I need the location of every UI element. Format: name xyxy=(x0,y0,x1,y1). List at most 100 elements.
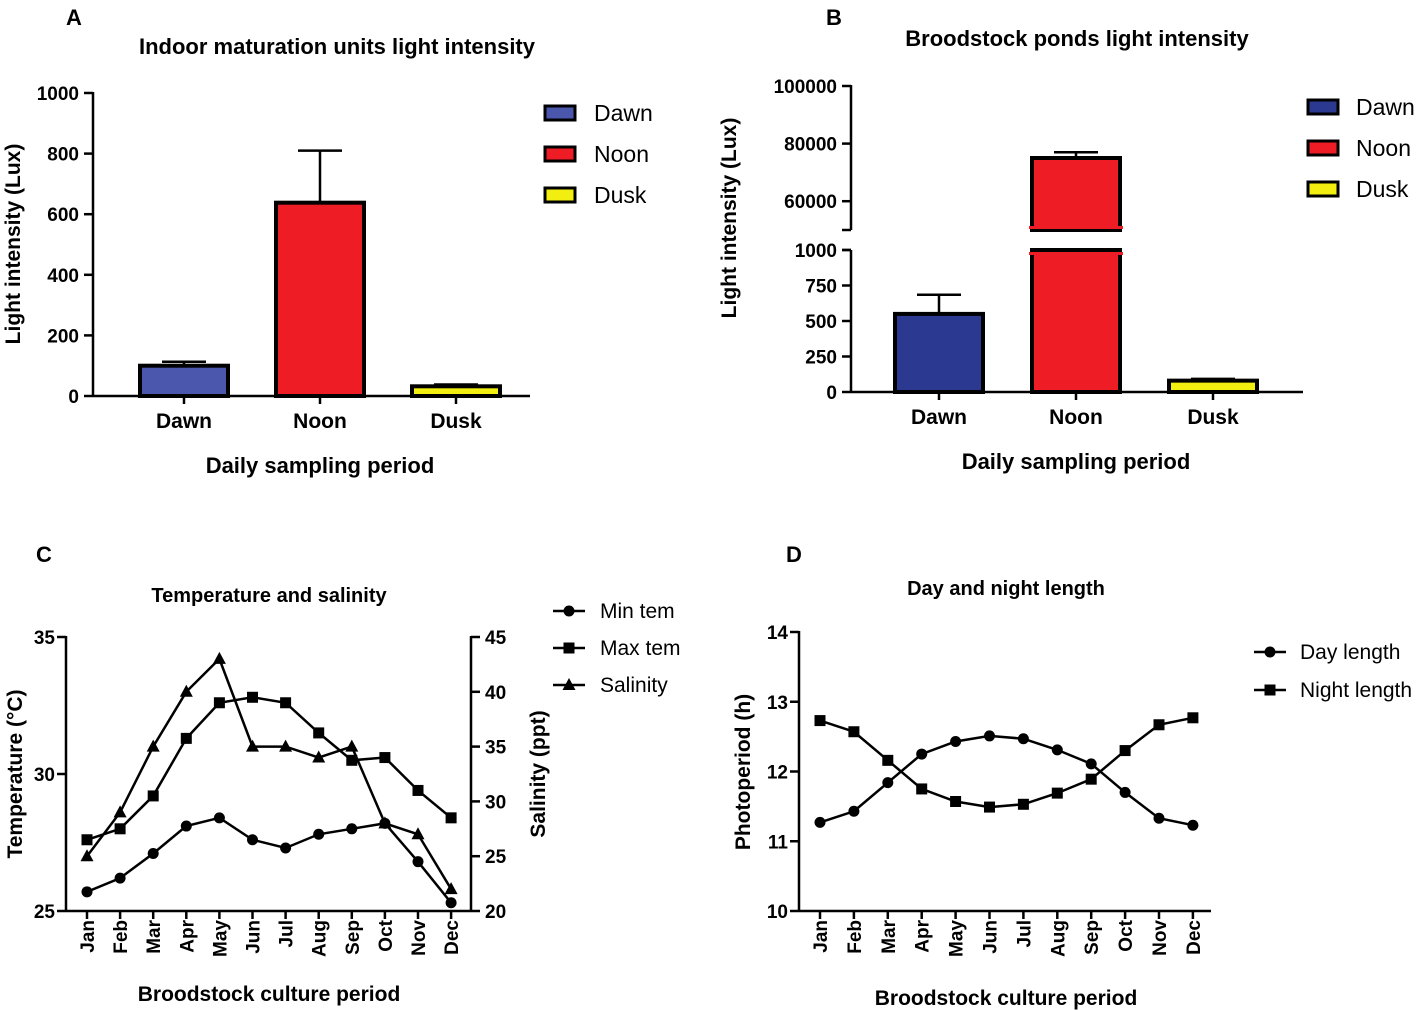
panel-c-y-label: Temperature (°C) xyxy=(4,689,27,858)
panel-c-marker-min-tem xyxy=(412,856,424,868)
panel-c-series-line-min-tem xyxy=(86,816,453,904)
panel-b-x-label: Daily sampling period xyxy=(962,449,1191,474)
panel-d-marker-day-length xyxy=(916,748,928,760)
panel-b-y-tick-label: 60000 xyxy=(784,192,837,213)
panel-a-x-tick-label: Dawn xyxy=(156,410,212,433)
panel-d-x-tick-label: Apr xyxy=(913,919,934,952)
panel-d-marker-night-length xyxy=(1153,719,1165,731)
panel-c-y-right-tick-label: 25 xyxy=(485,847,507,868)
panel-b-y-tick-label: 1000 xyxy=(795,241,837,262)
panel-a-y-tick-label: 0 xyxy=(68,387,79,408)
panel-c-marker-salinity xyxy=(113,805,127,818)
panel-d-x-label: Broodstock culture period xyxy=(875,987,1138,1010)
panel-c-x-tick-label: Apr xyxy=(177,919,198,952)
panel-b-legend-label: Noon xyxy=(1356,135,1411,161)
panel-d-marker-night-length xyxy=(1051,787,1063,799)
panel-d-marker-day-length xyxy=(814,816,826,828)
panel-c-marker-max-tem xyxy=(147,790,159,802)
panel-b-bar-noon-lower xyxy=(1030,248,1122,394)
panel-c-x-tick-label: Oct xyxy=(376,919,397,951)
panel-d-x-tick-label: Oct xyxy=(1116,919,1137,951)
panel-b-title: Broodstock ponds light intensity xyxy=(905,26,1249,51)
panel-c-marker-salinity xyxy=(179,684,193,697)
panel-b-y-tick-label: 250 xyxy=(805,348,837,369)
panel-c-marker-salinity xyxy=(146,739,160,752)
panel-c-x-tick-label: Jul xyxy=(277,920,298,947)
panel-d-legend-label: Day length xyxy=(1300,641,1400,664)
panel-c-y-tick-label: 35 xyxy=(34,628,56,649)
panel-d-marker-day-length xyxy=(882,777,894,789)
panel-c-y-right-tick-label: 35 xyxy=(485,738,507,759)
panel-c-marker-salinity xyxy=(444,882,458,895)
panel-d-y-tick-label: 11 xyxy=(768,832,789,853)
panel-c-marker-min-tem xyxy=(114,872,126,884)
panel-a-legend-swatch xyxy=(543,145,577,163)
panel-c-x-label: Broodstock culture period xyxy=(138,983,401,1006)
panel-d-x-tick-label: Dec xyxy=(1184,920,1205,955)
panel-a-x-tick-label: Dusk xyxy=(430,410,482,433)
panel-c-marker-max-tem xyxy=(114,823,126,835)
panel-d-marker-day-length xyxy=(1051,744,1063,756)
panel-c-y-right-tick-label: 30 xyxy=(485,792,506,813)
panel-c-marker-min-tem xyxy=(213,812,225,824)
panel-c-y-right-tick-label: 45 xyxy=(485,628,507,649)
panel-c-title: Temperature and salinity xyxy=(151,585,387,607)
panel-c-marker-max-tem xyxy=(280,697,292,709)
panel-c-marker-min-tem xyxy=(81,886,93,898)
panel-d-marker-day-length xyxy=(1153,812,1165,824)
panel-c-y-tick-label: 25 xyxy=(34,902,56,923)
panel-c-marker-min-tem xyxy=(180,820,192,832)
panel-c-marker-max-tem xyxy=(180,732,192,744)
panel-c-legend-label: Min tem xyxy=(600,600,675,623)
panel-c-marker-salinity xyxy=(212,651,226,664)
panel-c-marker-salinity xyxy=(411,827,425,840)
panel-c-marker-salinity xyxy=(312,750,326,763)
panel-c-y-right-label: Salinity (ppt) xyxy=(527,710,550,837)
panel-b-legend-label: Dawn xyxy=(1356,94,1415,120)
panel-c-x-tick-label: Nov xyxy=(409,920,430,956)
panel-c-marker-salinity xyxy=(279,739,293,752)
panel-a-y-tick-label: 600 xyxy=(47,205,79,226)
panel-c-marker-salinity xyxy=(246,739,259,752)
panel-d-marker-night-length xyxy=(950,795,962,807)
panel-d-x-tick-label: May xyxy=(947,920,968,957)
panel-c-marker-min-tem xyxy=(445,897,457,909)
panel-d-x-tick-label: Mar xyxy=(879,919,900,953)
panel-d-y-tick-label: 10 xyxy=(767,902,788,923)
panel-b-y-tick-label: 0 xyxy=(826,383,837,404)
panel-c-legend-marker xyxy=(563,642,575,654)
panel-d-marker-night-length xyxy=(1119,745,1131,757)
panel-c-marker-salinity xyxy=(378,816,392,829)
panel-c-marker-min-tem xyxy=(313,828,325,840)
panel-a-legend-label: Noon xyxy=(594,141,649,167)
panel-b-x-tick-label: Dawn xyxy=(911,406,967,429)
panel-a-y-tick-label: 800 xyxy=(47,145,79,166)
panel-c-legend-marker xyxy=(562,678,576,690)
panel-d-x-tick-label: Sep xyxy=(1082,920,1103,955)
panel-b-legend-swatch xyxy=(1306,180,1340,198)
panel-a-bar-dusk xyxy=(410,384,502,398)
panel-a-legend-label: Dusk xyxy=(594,182,647,208)
panel-letter-b: B xyxy=(826,5,842,30)
panel-c-y-right-tick-label: 20 xyxy=(485,902,506,923)
panel-c-series-line-max-tem xyxy=(86,696,452,841)
panel-c-legend-label: Salinity xyxy=(600,674,668,697)
panel-c-marker-min-tem xyxy=(280,842,292,854)
panel-d-legend-marker xyxy=(1264,684,1276,696)
panel-letter-c: C xyxy=(36,542,52,567)
panel-d-x-tick-label: Aug xyxy=(1048,920,1069,957)
panel-c-series-line-salinity xyxy=(86,656,453,890)
panel-c-legend-label: Max tem xyxy=(600,637,681,660)
panel-c-x-tick-label: Dec xyxy=(442,920,463,955)
panel-c-marker-max-tem xyxy=(379,752,391,764)
panel-c-marker-min-tem xyxy=(247,834,258,846)
panel-c-x-tick-label: May xyxy=(210,920,231,957)
panel-d-legend-label: Night length xyxy=(1300,679,1412,702)
panel-c-marker-max-tem xyxy=(313,727,325,739)
panel-d-marker-day-length xyxy=(1119,786,1131,798)
panel-letter-d: D xyxy=(786,542,802,567)
panel-d-marker-day-length xyxy=(1017,733,1029,745)
panel-d-x-tick-label: Jul xyxy=(1014,920,1035,947)
panel-c-y-right-tick-label: 40 xyxy=(485,683,506,704)
panel-b-y-label: Light intensity (Lux) xyxy=(718,118,741,319)
